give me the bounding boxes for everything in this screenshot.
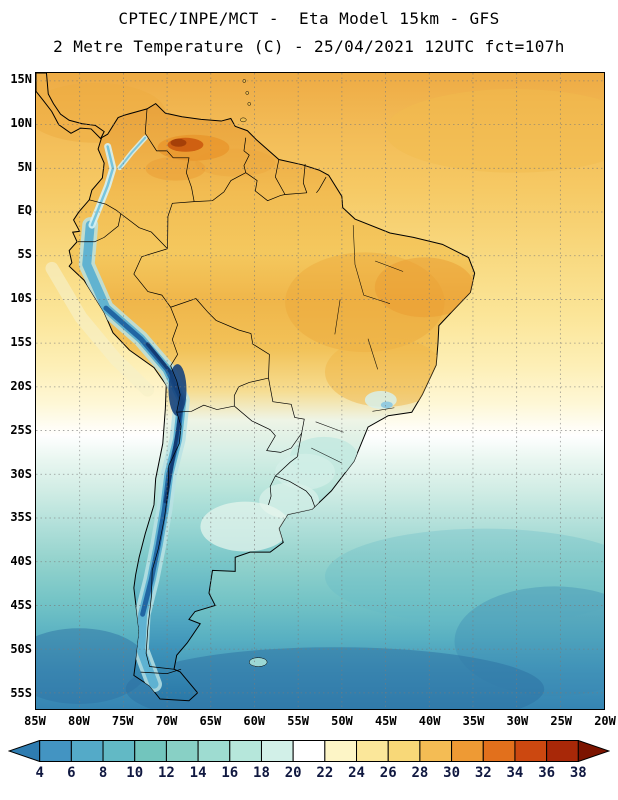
lon-label: 70W <box>155 714 178 728</box>
lat-label: 50S <box>10 641 32 656</box>
lon-label: 65W <box>199 714 222 728</box>
colorbar-tick: 18 <box>253 765 270 781</box>
south-america-landmass <box>68 102 476 702</box>
lon-label: 55W <box>287 714 309 728</box>
colorbar-segment <box>39 740 72 762</box>
temperature-map <box>36 73 604 709</box>
colorbar-segment <box>102 740 136 762</box>
colorbar-tick: 20 <box>284 765 302 781</box>
lat-label: 15N <box>10 71 32 86</box>
country-borders <box>77 108 327 674</box>
colorbar <box>8 740 610 762</box>
title-line1: CPTEC/INPE/MCT - Eta Model 15km - GFS <box>118 9 500 28</box>
lon-label: 75W <box>111 714 134 728</box>
ocean-temperature-patches <box>36 82 604 709</box>
colorbar-segment <box>387 740 421 762</box>
colorbar-tick: 26 <box>379 765 397 781</box>
colorbar-tick: 4 <box>35 765 44 781</box>
title-line2: 2 Metre Temperature (C) - 25/04/2021 12U… <box>53 37 565 56</box>
colorbar-tick: 10 <box>126 765 144 781</box>
colorbar-segment <box>577 740 610 762</box>
colorbar-segment <box>546 740 579 762</box>
lat-label: 10N <box>10 115 32 130</box>
lat-label: 35S <box>10 510 32 525</box>
colorbar-segment <box>292 740 326 762</box>
lat-label: 15S <box>10 335 32 349</box>
lat-label: 20S <box>10 378 32 393</box>
colorbar-segment <box>356 740 389 762</box>
colorbar-segment <box>451 740 484 762</box>
lat-label: 30S <box>10 466 32 481</box>
lon-label: 50W <box>331 714 353 728</box>
lat-label: EQ <box>17 203 32 218</box>
colorbar-segment <box>229 740 262 762</box>
lat-label: 45S <box>10 598 32 613</box>
colorbar-tick-labels: 4 6 8 10 12 14 16 18 20 22 24 26 28 30 32 34 36 38 <box>8 765 610 783</box>
colorbar-segment <box>8 740 41 762</box>
colorbar-tick: 16 <box>221 765 239 781</box>
lat-label: 5S <box>17 247 32 262</box>
lon-label: 45W <box>374 714 397 728</box>
colorbar-segment <box>419 740 453 762</box>
colorbar-segment <box>197 740 231 762</box>
colorbar-tick: 34 <box>506 765 524 781</box>
lat-label: 5N <box>17 159 32 174</box>
lon-label: 30W <box>506 714 529 728</box>
lat-label: 40S <box>10 554 32 569</box>
colorbar-tick: 14 <box>189 765 207 781</box>
lon-label: 20W <box>594 714 616 728</box>
lon-label: 40W <box>418 714 441 728</box>
colorbar-segment <box>514 740 548 762</box>
lon-label: 60W <box>243 714 266 728</box>
lon-label: 35W <box>462 714 485 728</box>
colorbar-tick: 36 <box>538 765 556 781</box>
colorbar-tick: 28 <box>411 765 429 781</box>
lat-label: 25S <box>10 422 32 437</box>
colorbar-segment <box>482 740 516 762</box>
colorbar-segment <box>70 740 104 762</box>
lon-label: 85W <box>24 714 46 728</box>
colorbar-tick: 8 <box>98 765 108 781</box>
central-america-landmass <box>36 73 105 140</box>
colorbar-tick: 24 <box>348 765 365 781</box>
colorbar-segment <box>324 740 358 762</box>
lon-label: 80W <box>68 714 90 728</box>
grid-lines <box>36 73 604 709</box>
colorbar-tick: 38 <box>569 765 587 781</box>
falkland-islands <box>249 657 268 667</box>
colorbar-segment <box>134 740 167 762</box>
colorbar-tick: 12 <box>157 765 175 781</box>
colorbar-tick: 6 <box>67 765 76 781</box>
lon-label: 25W <box>550 714 573 728</box>
colorbar-segment <box>165 740 199 762</box>
lat-label: 55S <box>10 685 32 700</box>
islands <box>240 79 268 667</box>
colorbar-segment <box>260 740 294 762</box>
colorbar-tick: 22 <box>316 765 334 781</box>
colorbar-tick: 30 <box>443 765 461 781</box>
map-frame <box>35 72 605 710</box>
lat-label: 10S <box>10 291 32 306</box>
colorbar-scale <box>8 740 610 762</box>
colorbar-tick: 32 <box>474 765 492 781</box>
